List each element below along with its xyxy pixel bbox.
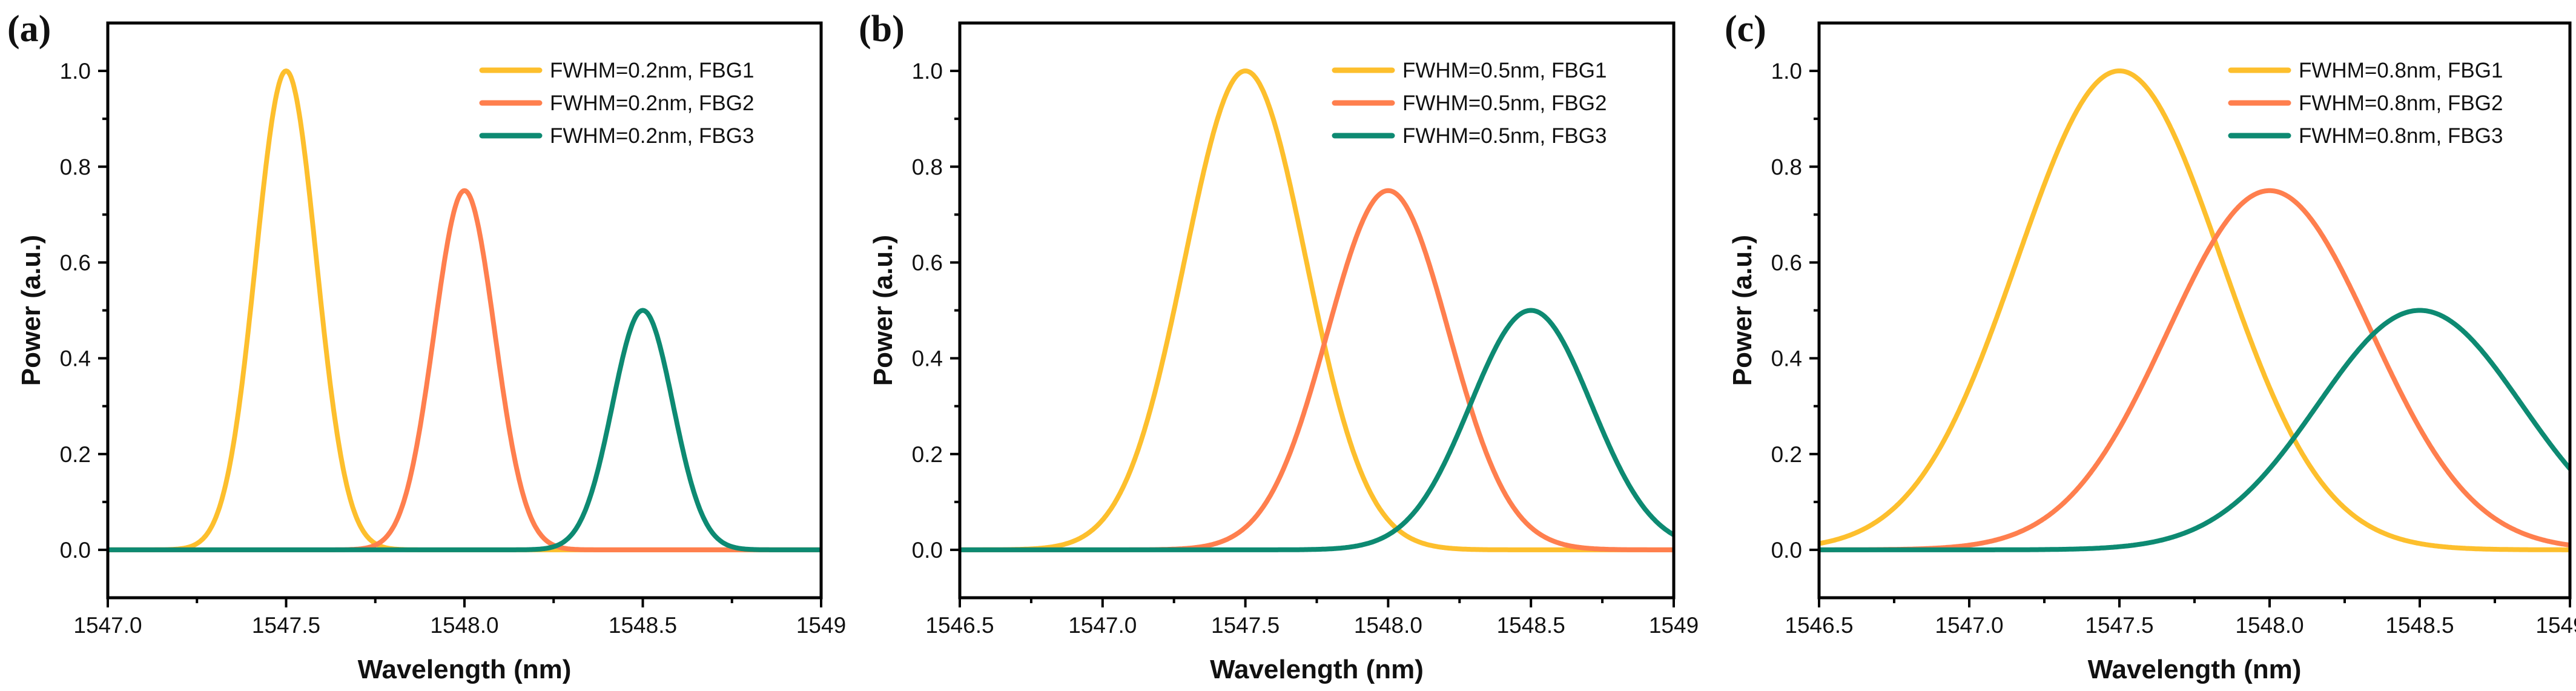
y-tick-label: 0.4 <box>912 346 943 371</box>
y-tick-label: 0.2 <box>912 442 943 467</box>
y-tick-label: 0.2 <box>1771 442 1802 467</box>
series-line-fbg3 <box>108 308 821 552</box>
x-tick-label: 1549.0 <box>2535 613 2576 638</box>
x-tick-label: 1548.5 <box>609 613 677 638</box>
legend-label-fbg3: FWHM=0.8nm, FBG3 <box>2299 124 2503 148</box>
x-tick-label: 1549 <box>1649 613 1699 638</box>
x-tick-label: 1548.5 <box>2385 613 2454 638</box>
x-axis-title: Wavelength (nm) <box>1210 655 1424 684</box>
legend-label-fbg2: FWHM=0.2nm, FBG2 <box>550 91 754 115</box>
x-tick-label: 1546.5 <box>1785 613 1853 638</box>
y-tick-label: 1.0 <box>912 59 943 84</box>
legend-label-fbg2: FWHM=0.8nm, FBG2 <box>2299 91 2503 115</box>
chart-panel-1: 1547.0 1547.5 1548.0 1548.5 1549 0.0 0.2 0.4 0.6… <box>7 8 846 684</box>
x-tick-label: 1547.5 <box>2085 613 2153 638</box>
y-tick-label: 0.6 <box>1771 250 1802 275</box>
series-line-fbg2 <box>108 188 821 552</box>
y-tick-label: 0.6 <box>60 250 91 275</box>
y-tick-label: 0.8 <box>60 154 91 179</box>
x-tick-label: 1548.5 <box>1497 613 1565 638</box>
y-tick-label: 0.8 <box>912 154 943 179</box>
x-tick-label: 1548.0 <box>1354 613 1422 638</box>
series-line-fbg1 <box>1819 68 2570 552</box>
y-tick-label: 0.0 <box>60 538 91 563</box>
series-line-fbg3 <box>1819 308 2570 552</box>
legend-label-fbg3: FWHM=0.5nm, FBG3 <box>1402 124 1607 148</box>
x-tick-label: 1547.0 <box>1935 613 2003 638</box>
y-tick-label: 0.8 <box>1771 154 1802 179</box>
x-tick-label: 1548.0 <box>430 613 498 638</box>
x-tick-label: 1547.0 <box>73 613 142 638</box>
panel-label: (a) <box>7 8 51 50</box>
x-axis-title: Wavelength (nm) <box>2088 655 2302 684</box>
y-tick-label: 0.0 <box>912 538 943 563</box>
series-line-fbg1 <box>960 68 1674 552</box>
legend-label-fbg2: FWHM=0.5nm, FBG2 <box>1402 91 1607 115</box>
y-tick-label: 1.0 <box>1771 59 1802 84</box>
x-tick-label: 1546.5 <box>925 613 994 638</box>
y-tick-label: 0.4 <box>1771 346 1802 371</box>
legend-label-fbg1: FWHM=0.2nm, FBG1 <box>550 59 754 82</box>
y-axis-title: Power (a.u.) <box>1728 235 1757 386</box>
x-tick-label: 1547.5 <box>252 613 320 638</box>
x-axis-title: Wavelength (nm) <box>358 655 572 684</box>
legend-label-fbg1: FWHM=0.5nm, FBG1 <box>1402 59 1607 82</box>
x-tick-label: 1547.5 <box>1211 613 1280 638</box>
y-axis-title: Power (a.u.) <box>868 235 898 386</box>
series-line-fbg2 <box>960 188 1674 552</box>
y-tick-label: 0.2 <box>60 442 91 467</box>
panel-label: (c) <box>1725 8 1766 50</box>
x-tick-label: 1549 <box>796 613 846 638</box>
series-line-fbg3 <box>960 308 1674 552</box>
y-tick-label: 0.4 <box>60 346 91 371</box>
x-tick-label: 1547.0 <box>1068 613 1137 638</box>
y-tick-label: 1.0 <box>60 59 91 84</box>
y-tick-label: 0.6 <box>912 250 943 275</box>
panel-label: (b) <box>859 8 905 50</box>
legend-label-fbg3: FWHM=0.2nm, FBG3 <box>550 124 754 148</box>
y-tick-label: 0.0 <box>1771 538 1802 563</box>
y-axis-title: Power (a.u.) <box>16 235 46 386</box>
chart-panel-2: 1546.5 1547.0 1547.5 1548.0 1548.5 1549 0.0 0.2… <box>859 8 1699 684</box>
chart-panel-3: 1546.5 1547.0 1547.5 1548.0 1548.5 1549.0 0.0 0… <box>1725 8 2576 684</box>
x-tick-label: 1548.0 <box>2235 613 2304 638</box>
legend-label-fbg1: FWHM=0.8nm, FBG1 <box>2299 59 2503 82</box>
series-line-fbg2 <box>1819 188 2570 552</box>
